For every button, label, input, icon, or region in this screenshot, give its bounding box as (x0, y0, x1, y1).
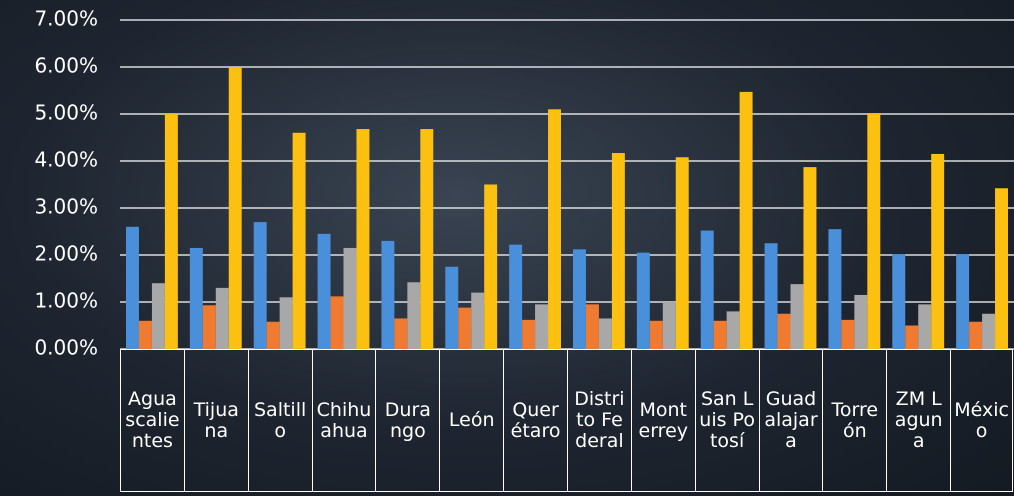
bar (535, 304, 548, 349)
bar (701, 231, 714, 349)
bar (828, 229, 841, 349)
bar (765, 243, 778, 349)
bar (854, 295, 867, 349)
bar (318, 234, 331, 349)
bar (918, 304, 931, 349)
bar (445, 267, 458, 349)
y-tick-label: 3.00% (34, 195, 98, 219)
bar (637, 253, 650, 349)
bar (420, 129, 433, 349)
bar (995, 188, 1008, 349)
bar (394, 318, 407, 349)
bar (791, 284, 804, 349)
bar (254, 222, 267, 349)
bar (331, 296, 344, 349)
bar (165, 114, 178, 349)
bar (280, 297, 293, 349)
y-tick-label: 7.00% (34, 7, 98, 31)
bar (931, 154, 944, 349)
x-tick-label: Torreón (822, 349, 887, 492)
x-tick-label: Guadalajara (759, 349, 824, 492)
bar (740, 92, 753, 349)
bar (190, 248, 203, 349)
x-tick-label: San Luis Potosí (695, 349, 760, 492)
y-tick-label: 1.00% (34, 289, 98, 313)
bar (458, 308, 471, 349)
x-tick-label: ZM Laguna (886, 349, 951, 492)
bar (663, 302, 676, 349)
bar (471, 293, 484, 349)
bar (381, 241, 394, 349)
y-tick-label: 4.00% (34, 148, 98, 172)
bar (356, 129, 369, 349)
bar (956, 254, 969, 349)
bar (650, 321, 663, 349)
bar (841, 320, 854, 349)
y-tick-label: 5.00% (34, 101, 98, 125)
bar (892, 254, 905, 349)
y-tick-label: 6.00% (34, 54, 98, 78)
x-tick-label: Saltillo (248, 349, 313, 492)
y-tick-label: 2.00% (34, 242, 98, 266)
x-tick-label: Tijuana (184, 349, 249, 492)
bar (484, 185, 497, 350)
bar (714, 321, 727, 349)
x-tick-label: Monterrey (631, 349, 696, 492)
bar (867, 113, 880, 349)
bar (727, 311, 740, 349)
x-tick-label: Querétaro (503, 349, 568, 492)
bar (573, 249, 586, 349)
bar (522, 320, 535, 349)
bar (126, 227, 139, 349)
bar (229, 67, 242, 349)
bar (969, 322, 982, 349)
x-tick-label: Aguascalientes (120, 349, 185, 492)
bar (982, 314, 995, 349)
bar (407, 282, 420, 349)
x-tick-label: Chihuahua (312, 349, 377, 492)
bar (293, 133, 306, 349)
bar (344, 248, 357, 349)
x-tick-label: León (439, 349, 504, 492)
x-tick-label: México (950, 349, 1013, 492)
chart: 0.00% 1.00% 2.00% 3.00% 4.00% 5.00% 6.00% 7.00%… (0, 0, 1014, 496)
bar (676, 157, 689, 349)
x-tick-label: Distrito Federal (567, 349, 632, 492)
bar (139, 321, 152, 349)
bar (778, 314, 791, 349)
bar (612, 153, 625, 349)
bar (803, 167, 816, 349)
bar (905, 326, 918, 350)
bar (267, 322, 280, 349)
x-tick-label: Durango (375, 349, 440, 492)
bar (548, 109, 561, 349)
bar (586, 304, 599, 349)
bar (509, 245, 522, 349)
bar (599, 318, 612, 349)
bar (216, 288, 229, 349)
bar (152, 283, 165, 349)
bar (203, 305, 216, 349)
y-tick-label: 0.00% (34, 336, 98, 360)
